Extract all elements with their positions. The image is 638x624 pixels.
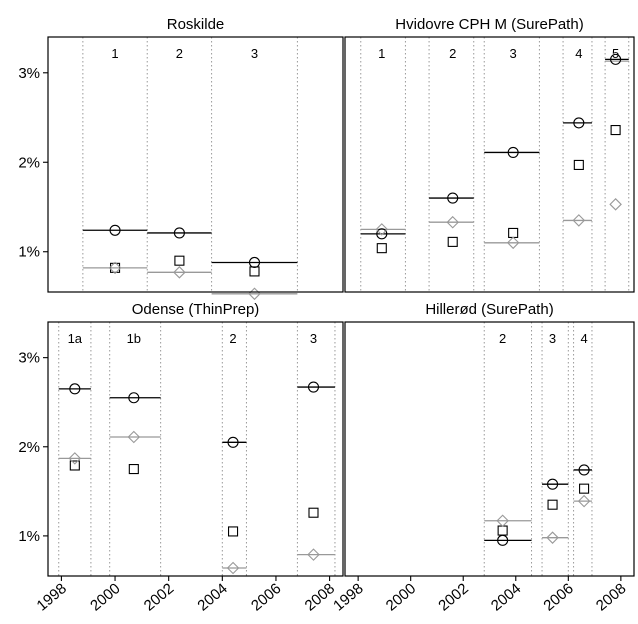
point-circle: [173, 227, 185, 239]
panel-title: Hillerød (SurePath): [425, 301, 553, 318]
panel-frame: [344, 36, 635, 293]
x-tick-label: 2002: [435, 580, 471, 614]
period-label: 4: [580, 331, 587, 346]
point-circle: [227, 436, 239, 448]
x-tick-label: 2008: [593, 580, 629, 614]
point-square: [128, 464, 139, 475]
panel-frame: [47, 321, 344, 577]
x-tick-label: 2000: [383, 580, 419, 614]
point-diamond: [577, 494, 591, 508]
x-tick-label: 2004: [194, 580, 230, 614]
panel-title: Odense (ThinPrep): [132, 301, 260, 318]
period-label: 5: [612, 46, 619, 61]
point-square: [610, 125, 621, 136]
panel-2: Hvidovre CPH M (SurePath) 1 2 3 4 5: [344, 16, 635, 293]
period-label: 2: [229, 331, 236, 346]
panel-title: Hvidovre CPH M (SurePath): [395, 16, 583, 33]
point-circle: [578, 464, 590, 476]
y-tick-label: 2%: [18, 439, 40, 456]
point-diamond: [68, 452, 82, 465]
point-diamond: [108, 261, 122, 275]
panel-title: Roskilde: [167, 16, 225, 33]
x-tick-label: 1998: [33, 580, 69, 614]
point-circle: [507, 146, 519, 158]
point-square: [376, 243, 387, 254]
point-circle: [307, 381, 320, 393]
period-label: 4: [575, 46, 582, 61]
x-tick-label: 2006: [540, 580, 576, 614]
point-diamond: [506, 236, 520, 250]
point-diamond: [572, 214, 586, 227]
x-tick-label: 2000: [87, 580, 123, 614]
point-circle: [610, 53, 622, 65]
point-circle: [447, 192, 459, 204]
y-tick-label: 2%: [18, 154, 40, 171]
panel-3: Odense (ThinPrep) 1a 1b 2 3 1% 2% 3% 1998 2000 200…: [18, 301, 344, 615]
point-square: [497, 525, 508, 536]
point-square: [508, 227, 519, 238]
y-tick-label: 3%: [18, 65, 40, 82]
point-square: [249, 266, 260, 277]
point-square: [227, 526, 239, 537]
panel-1: Roskilde 1 2 3 1% 2% 3%: [18, 16, 344, 301]
period-label: 1: [378, 46, 385, 61]
period-label: 3: [251, 46, 258, 61]
point-diamond: [446, 215, 459, 229]
point-diamond: [226, 561, 240, 575]
y-tick-label: 3%: [18, 350, 40, 367]
period-label: 2: [449, 46, 456, 61]
period-label: 2: [176, 46, 183, 61]
point-circle: [547, 478, 559, 490]
period-label: 1a: [68, 331, 83, 346]
x-tick-label: 2008: [302, 580, 338, 614]
point-circle: [128, 392, 140, 404]
x-tick-label: 1998: [330, 580, 366, 614]
point-square: [308, 507, 319, 518]
point-circle: [69, 383, 81, 395]
point-diamond: [546, 531, 559, 544]
point-circle: [248, 256, 261, 269]
point-diamond: [307, 548, 320, 561]
x-tick-label: 2006: [248, 580, 284, 614]
point-square: [573, 159, 584, 170]
point-square: [547, 499, 558, 510]
point-circle: [573, 117, 585, 129]
point-square: [579, 483, 590, 494]
y-tick-label: 1%: [18, 244, 40, 261]
panel-frame: [47, 36, 344, 293]
point-diamond: [127, 430, 141, 444]
point-diamond: [496, 514, 509, 528]
point-diamond: [173, 266, 186, 279]
x-tick-label: 2004: [488, 580, 524, 614]
y-tick-label: 1%: [18, 528, 40, 545]
period-label: 3: [510, 46, 517, 61]
panel-4: Hillerød (SurePath) 2 3 4 1998 2000 2002 2004 20…: [330, 301, 635, 615]
point-square: [447, 236, 458, 247]
period-label: 1: [111, 46, 118, 61]
panel-frame: [344, 321, 635, 577]
point-square: [174, 255, 185, 266]
period-label: 2: [499, 331, 506, 346]
point-square: [109, 262, 121, 273]
x-tick-label: 2002: [141, 580, 177, 614]
period-label: 1b: [127, 331, 141, 346]
period-label: 3: [310, 331, 317, 346]
period-label: 3: [549, 331, 556, 346]
point-circle: [109, 224, 121, 236]
point-diamond: [609, 198, 622, 211]
point-diamond: [375, 223, 389, 236]
point-circle: [376, 228, 388, 240]
point-square: [69, 460, 80, 471]
